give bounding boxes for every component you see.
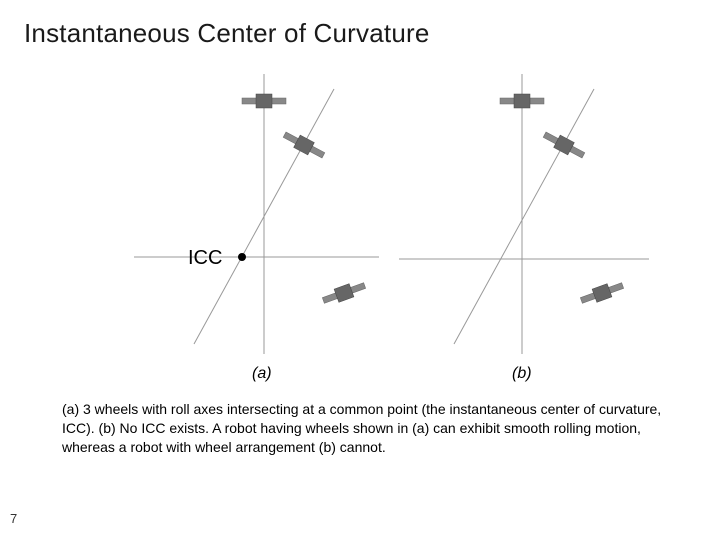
axis-line [454, 89, 594, 344]
wheel-icon [281, 128, 326, 161]
wheel-icon [321, 279, 367, 307]
sublabel-a: (a) [252, 365, 272, 383]
icc-point [238, 253, 246, 261]
wheel-icon [579, 279, 625, 307]
wheel-icon [242, 94, 286, 108]
diagram-a-svg [124, 69, 384, 359]
slide: Instantaneous Center of Curvature ICC (a… [0, 0, 720, 540]
diagram-a: ICC (a) [124, 69, 384, 364]
diagram-b-svg [394, 69, 654, 359]
figure-area: ICC (a) (b) [24, 69, 696, 389]
page-number: 7 [10, 511, 17, 526]
slide-title: Instantaneous Center of Curvature [24, 18, 696, 49]
caption-text: (a) 3 wheels with roll axes intersecting… [62, 400, 680, 457]
sublabel-b: (b) [512, 365, 532, 383]
wheel-icon [500, 94, 544, 108]
diagram-b: (b) [394, 69, 654, 364]
wheel-icon [541, 128, 586, 161]
icc-label: ICC [188, 247, 222, 270]
